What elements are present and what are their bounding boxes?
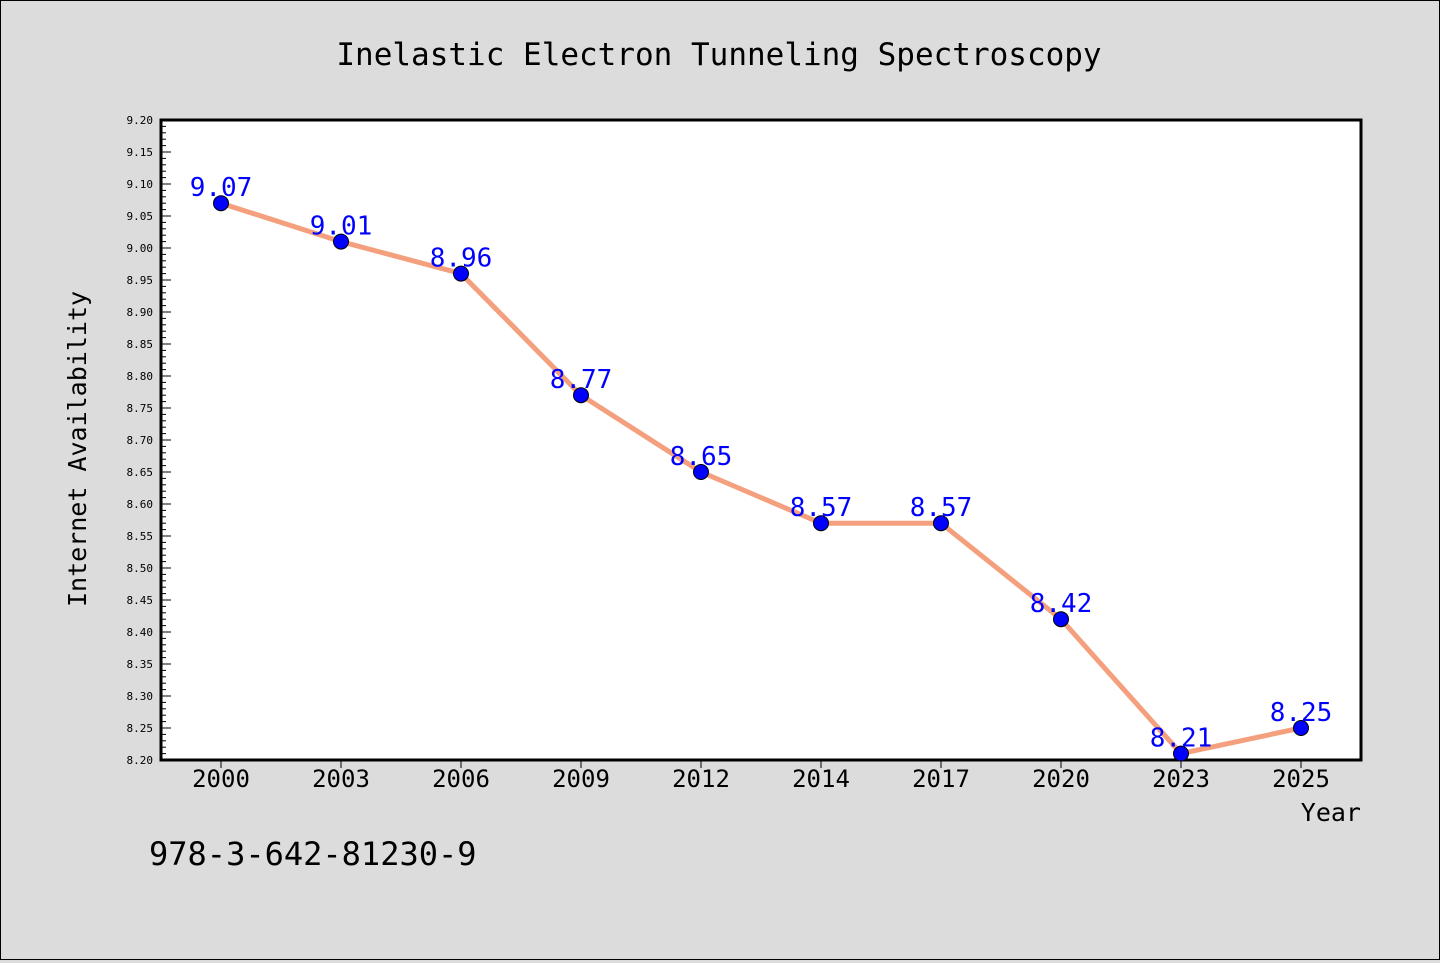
y-axis-ticks: 8.20 8.25 8.30 8.35 8.40 8.45 8.50 8.55 8.60 8.65… — [127, 114, 171, 767]
chart-title: Inelastic Electron Tunneling Spectroscop… — [336, 37, 1101, 73]
data-point — [1293, 720, 1309, 736]
x-axis-ticks: 2000 2003 2006 2009 2012 2014 2017 2020 2023 2025 — [192, 760, 1330, 793]
y-tick-label: 8.45 — [127, 594, 154, 607]
y-tick-label: 9.15 — [127, 146, 154, 159]
isbn-label: 978-3-642-81230-9 — [149, 835, 477, 873]
data-point — [333, 233, 349, 250]
x-tick-label: 2023 — [1152, 765, 1210, 793]
x-tick-label: 2003 — [312, 765, 370, 793]
data-point — [573, 387, 589, 404]
x-tick-label: 2017 — [912, 765, 970, 793]
data-value-label: 8.96 — [430, 244, 493, 274]
y-tick-label: 9.20 — [127, 114, 154, 127]
y-axis-label: Internet Availability — [63, 291, 92, 607]
y-tick-label: 8.60 — [127, 498, 154, 511]
data-value-label: 8.57 — [790, 493, 853, 523]
data-value-label: 8.57 — [910, 493, 973, 523]
y-tick-label: 8.65 — [127, 466, 154, 479]
x-tick-label: 2020 — [1032, 765, 1090, 793]
data-point — [693, 464, 709, 480]
y-tick-label: 9.00 — [127, 242, 154, 255]
data-value-labels: 9.07 9.01 8.96 8.77 8.65 8.57 8.57 8.42 8.21 8.25 — [190, 173, 1333, 753]
y-tick-label: 8.35 — [127, 658, 154, 671]
y-tick-label: 8.30 — [127, 690, 154, 703]
data-point — [1173, 745, 1189, 762]
y-tick-label: 8.40 — [127, 626, 154, 639]
y-tick-label: 8.55 — [127, 530, 154, 543]
data-point — [1053, 611, 1069, 628]
data-point — [213, 195, 229, 212]
y-tick-label: 9.10 — [127, 178, 154, 191]
data-point — [933, 515, 949, 532]
x-tick-label: 2009 — [552, 765, 610, 793]
y-tick-label: 8.95 — [127, 274, 154, 287]
y-tick-label: 8.50 — [127, 562, 154, 575]
y-tick-label: 8.85 — [127, 338, 154, 351]
x-tick-label: 2025 — [1272, 765, 1330, 793]
plot-area — [159, 118, 1363, 762]
data-value-label: 8.42 — [1030, 589, 1093, 619]
data-point — [453, 265, 469, 282]
x-tick-label: 2006 — [432, 765, 490, 793]
data-value-label: 9.07 — [190, 173, 253, 203]
data-value-label: 8.65 — [670, 442, 733, 472]
x-tick-label: 2014 — [792, 765, 850, 793]
data-value-label: 9.01 — [310, 212, 373, 242]
x-axis-label: Year — [1301, 798, 1361, 827]
x-tick-label: 2000 — [192, 765, 250, 793]
data-point — [813, 515, 829, 532]
data-value-label: 8.21 — [1150, 724, 1213, 754]
y-tick-label: 8.90 — [127, 306, 154, 319]
y-tick-label: 8.80 — [127, 370, 154, 383]
y-tick-label: 9.05 — [127, 210, 154, 223]
series-line — [218, 200, 1304, 757]
data-value-label: 8.77 — [550, 365, 613, 395]
x-tick-label: 2012 — [672, 765, 730, 793]
y-tick-label: 8.20 — [127, 754, 154, 767]
data-value-label: 8.25 — [1270, 698, 1333, 728]
y-tick-label: 8.75 — [127, 402, 154, 415]
y-tick-label: 8.70 — [127, 434, 154, 447]
y-tick-label: 8.25 — [127, 722, 154, 735]
data-markers — [213, 195, 1309, 762]
